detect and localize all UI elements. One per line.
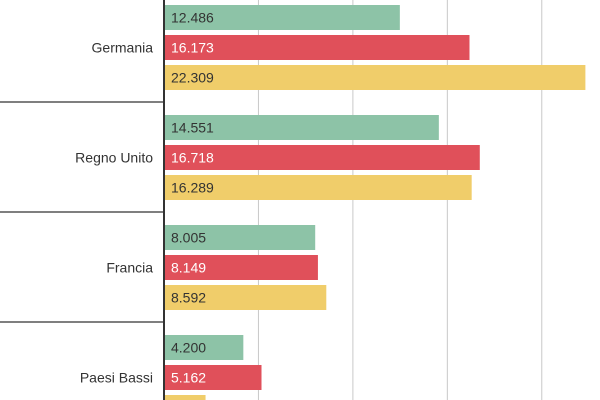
data-label: 8.592 xyxy=(171,290,206,306)
bar xyxy=(164,145,480,170)
bar xyxy=(164,115,439,140)
data-label: 16.289 xyxy=(171,180,214,196)
bar xyxy=(164,255,318,280)
bars xyxy=(164,5,586,400)
bar xyxy=(164,395,206,400)
data-label: 12.486 xyxy=(171,10,214,26)
category-label: Germania xyxy=(92,40,154,56)
bar xyxy=(164,35,470,60)
data-label: 4.200 xyxy=(171,340,206,356)
bar xyxy=(164,5,400,30)
bar xyxy=(164,285,327,310)
data-label: 16.718 xyxy=(171,150,214,166)
data-label: 16.173 xyxy=(171,40,214,56)
bar xyxy=(164,225,316,250)
bar xyxy=(164,175,472,200)
data-label: 22.309 xyxy=(171,70,214,86)
category-label: Regno Unito xyxy=(75,150,153,166)
data-label: 8.149 xyxy=(171,260,206,276)
data-label: 5.162 xyxy=(171,370,206,386)
data-label: 8.005 xyxy=(171,230,206,246)
bar xyxy=(164,335,244,360)
category-label: Francia xyxy=(106,260,153,276)
labels: 12.486 16.173 22.309 Germania 14.551 16.718 16… xyxy=(75,10,214,386)
bar xyxy=(164,365,262,390)
data-label: 14.551 xyxy=(171,120,214,136)
category-separators xyxy=(0,101,164,323)
category-label: Paesi Bassi xyxy=(80,370,153,386)
bar xyxy=(164,65,586,90)
